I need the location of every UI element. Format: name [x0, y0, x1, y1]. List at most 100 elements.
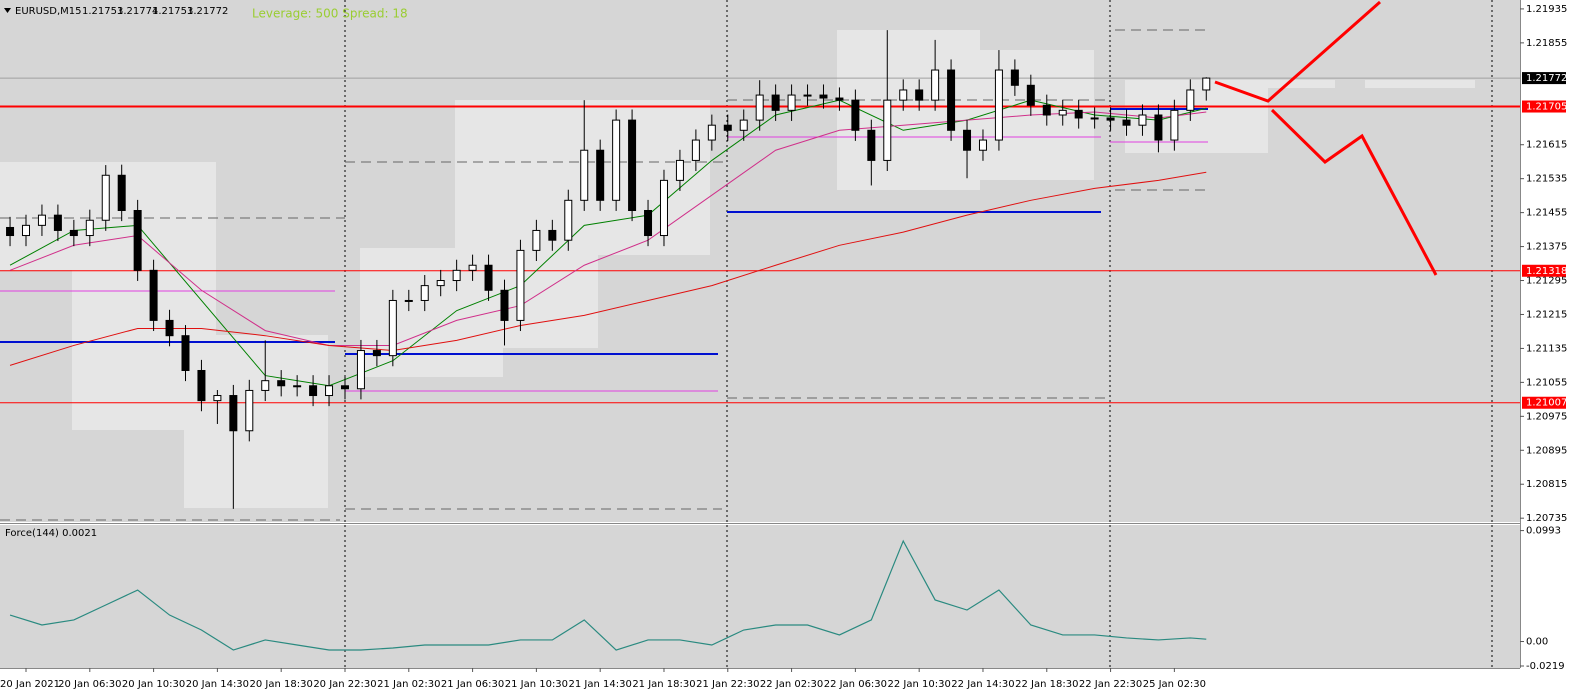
y-tick-label: 1.20895 — [1526, 445, 1567, 456]
x-tick-label: 20 Jan 18:30 — [250, 679, 313, 690]
candle-body — [325, 385, 334, 397]
moving-average — [9, 111, 1207, 346]
x-tick-label: 25 Jan 02:30 — [1143, 679, 1206, 690]
price-layer — [0, 30, 1520, 509]
candle-body — [532, 229, 541, 251]
candle-body — [755, 94, 764, 121]
candle-body — [739, 119, 748, 131]
y-tick-label: 1.21295 — [1526, 276, 1567, 287]
level-label: 1.21007 — [1526, 398, 1567, 409]
candle-body — [1170, 109, 1179, 141]
y-tick-label: 1.21135 — [1526, 343, 1567, 354]
moving-average — [9, 171, 1207, 366]
candle-body — [612, 119, 621, 201]
symbol-title: EURUSD,M15 — [15, 6, 81, 17]
y-tick-label: 1.21375 — [1526, 242, 1567, 253]
y-tick-label: 1.20975 — [1526, 411, 1567, 422]
y-tick-label: 1.21535 — [1526, 174, 1567, 185]
x-tick-label: 22 Jan 06:30 — [824, 679, 887, 690]
candle-body — [1106, 117, 1115, 121]
x-tick-label: 21 Jan 02:30 — [377, 679, 440, 690]
leverage-note: Leverage: 500 Spread: 18 — [252, 7, 408, 21]
candle-body — [197, 369, 206, 402]
force-title: Force(144) 0.0021 — [5, 528, 97, 539]
x-tick-label: 21 Jan 10:30 — [505, 679, 568, 690]
blue-levels — [0, 108, 1208, 355]
level-tag — [1522, 396, 1566, 409]
candle-body — [707, 124, 716, 141]
candle-body — [899, 89, 908, 101]
candle-body — [675, 159, 684, 181]
y-tick-label: 1.20815 — [1526, 479, 1567, 490]
candle-body — [133, 209, 142, 271]
candle-body — [771, 94, 780, 111]
candle-body — [85, 219, 94, 237]
x-tick-label: 21 Jan 06:30 — [441, 679, 504, 690]
candle-body — [963, 129, 972, 151]
y-tick-label: 1.21935 — [1526, 4, 1567, 15]
candle-body — [165, 319, 174, 337]
candle-body — [819, 94, 828, 99]
zone — [950, 50, 1094, 180]
candle-body — [500, 289, 509, 321]
candle-body — [1186, 89, 1195, 111]
candle-body — [468, 264, 477, 271]
projection-up — [1214, 0, 1381, 103]
x-tick-label: 21 Jan 18:30 — [632, 679, 695, 690]
zone — [1268, 80, 1335, 88]
candle-body — [309, 385, 318, 397]
header-close: 1.21772 — [187, 6, 228, 17]
y-tick-label: -0.0219 — [1526, 661, 1565, 672]
candle-body — [994, 69, 1003, 141]
force-line — [9, 539, 1207, 651]
candle-body — [915, 89, 924, 101]
candle-body — [101, 174, 110, 221]
candle-body — [596, 149, 605, 201]
x-tick-label: 20 Jan 10:30 — [122, 679, 185, 690]
candle-body — [835, 97, 844, 101]
y-tick-label: 0.0993 — [1526, 526, 1561, 537]
candle-body — [436, 280, 445, 287]
candle-body — [356, 350, 365, 390]
candle-body — [404, 299, 413, 302]
x-tick-label: 22 Jan 02:30 — [760, 679, 823, 690]
y-tick-label: 1.21455 — [1526, 208, 1567, 219]
candle-body — [1090, 117, 1099, 120]
candle-body — [53, 214, 62, 231]
candle-body — [420, 285, 429, 301]
candle-body — [37, 214, 46, 226]
zone — [1365, 80, 1475, 88]
projection — [1214, 0, 1438, 276]
candle-body — [69, 229, 78, 237]
force-layer — [9, 539, 1207, 651]
candle-body — [340, 385, 349, 390]
candle-body — [883, 99, 892, 161]
candle-body — [213, 395, 222, 402]
x-tick-label: 22 Jan 10:30 — [888, 679, 951, 690]
candle-body — [516, 249, 525, 321]
y-tick-label: 1.21215 — [1526, 309, 1567, 320]
y-tick-label: 1.21055 — [1526, 377, 1567, 388]
candle-body — [1138, 114, 1147, 126]
candle-body — [1058, 109, 1067, 116]
candle-body — [1010, 69, 1019, 86]
candle-body — [1202, 77, 1211, 91]
candle-body — [628, 119, 637, 211]
candle-body — [452, 269, 461, 282]
candle-body — [229, 395, 238, 432]
candle-body — [1154, 114, 1163, 141]
projection-down — [1270, 108, 1438, 276]
candle-body — [1042, 104, 1051, 116]
candle-body — [6, 226, 15, 237]
x-tick-label: 22 Jan 22:30 — [1079, 679, 1142, 690]
candle-body — [117, 174, 126, 211]
candle-body — [659, 179, 668, 237]
moving-average — [9, 99, 1207, 387]
header-open: 1.21753 — [82, 6, 123, 17]
candle-body — [372, 350, 381, 357]
candle-body — [181, 335, 190, 371]
candle-body — [245, 389, 254, 432]
candle-body — [867, 129, 876, 161]
candle-body — [1122, 119, 1131, 126]
